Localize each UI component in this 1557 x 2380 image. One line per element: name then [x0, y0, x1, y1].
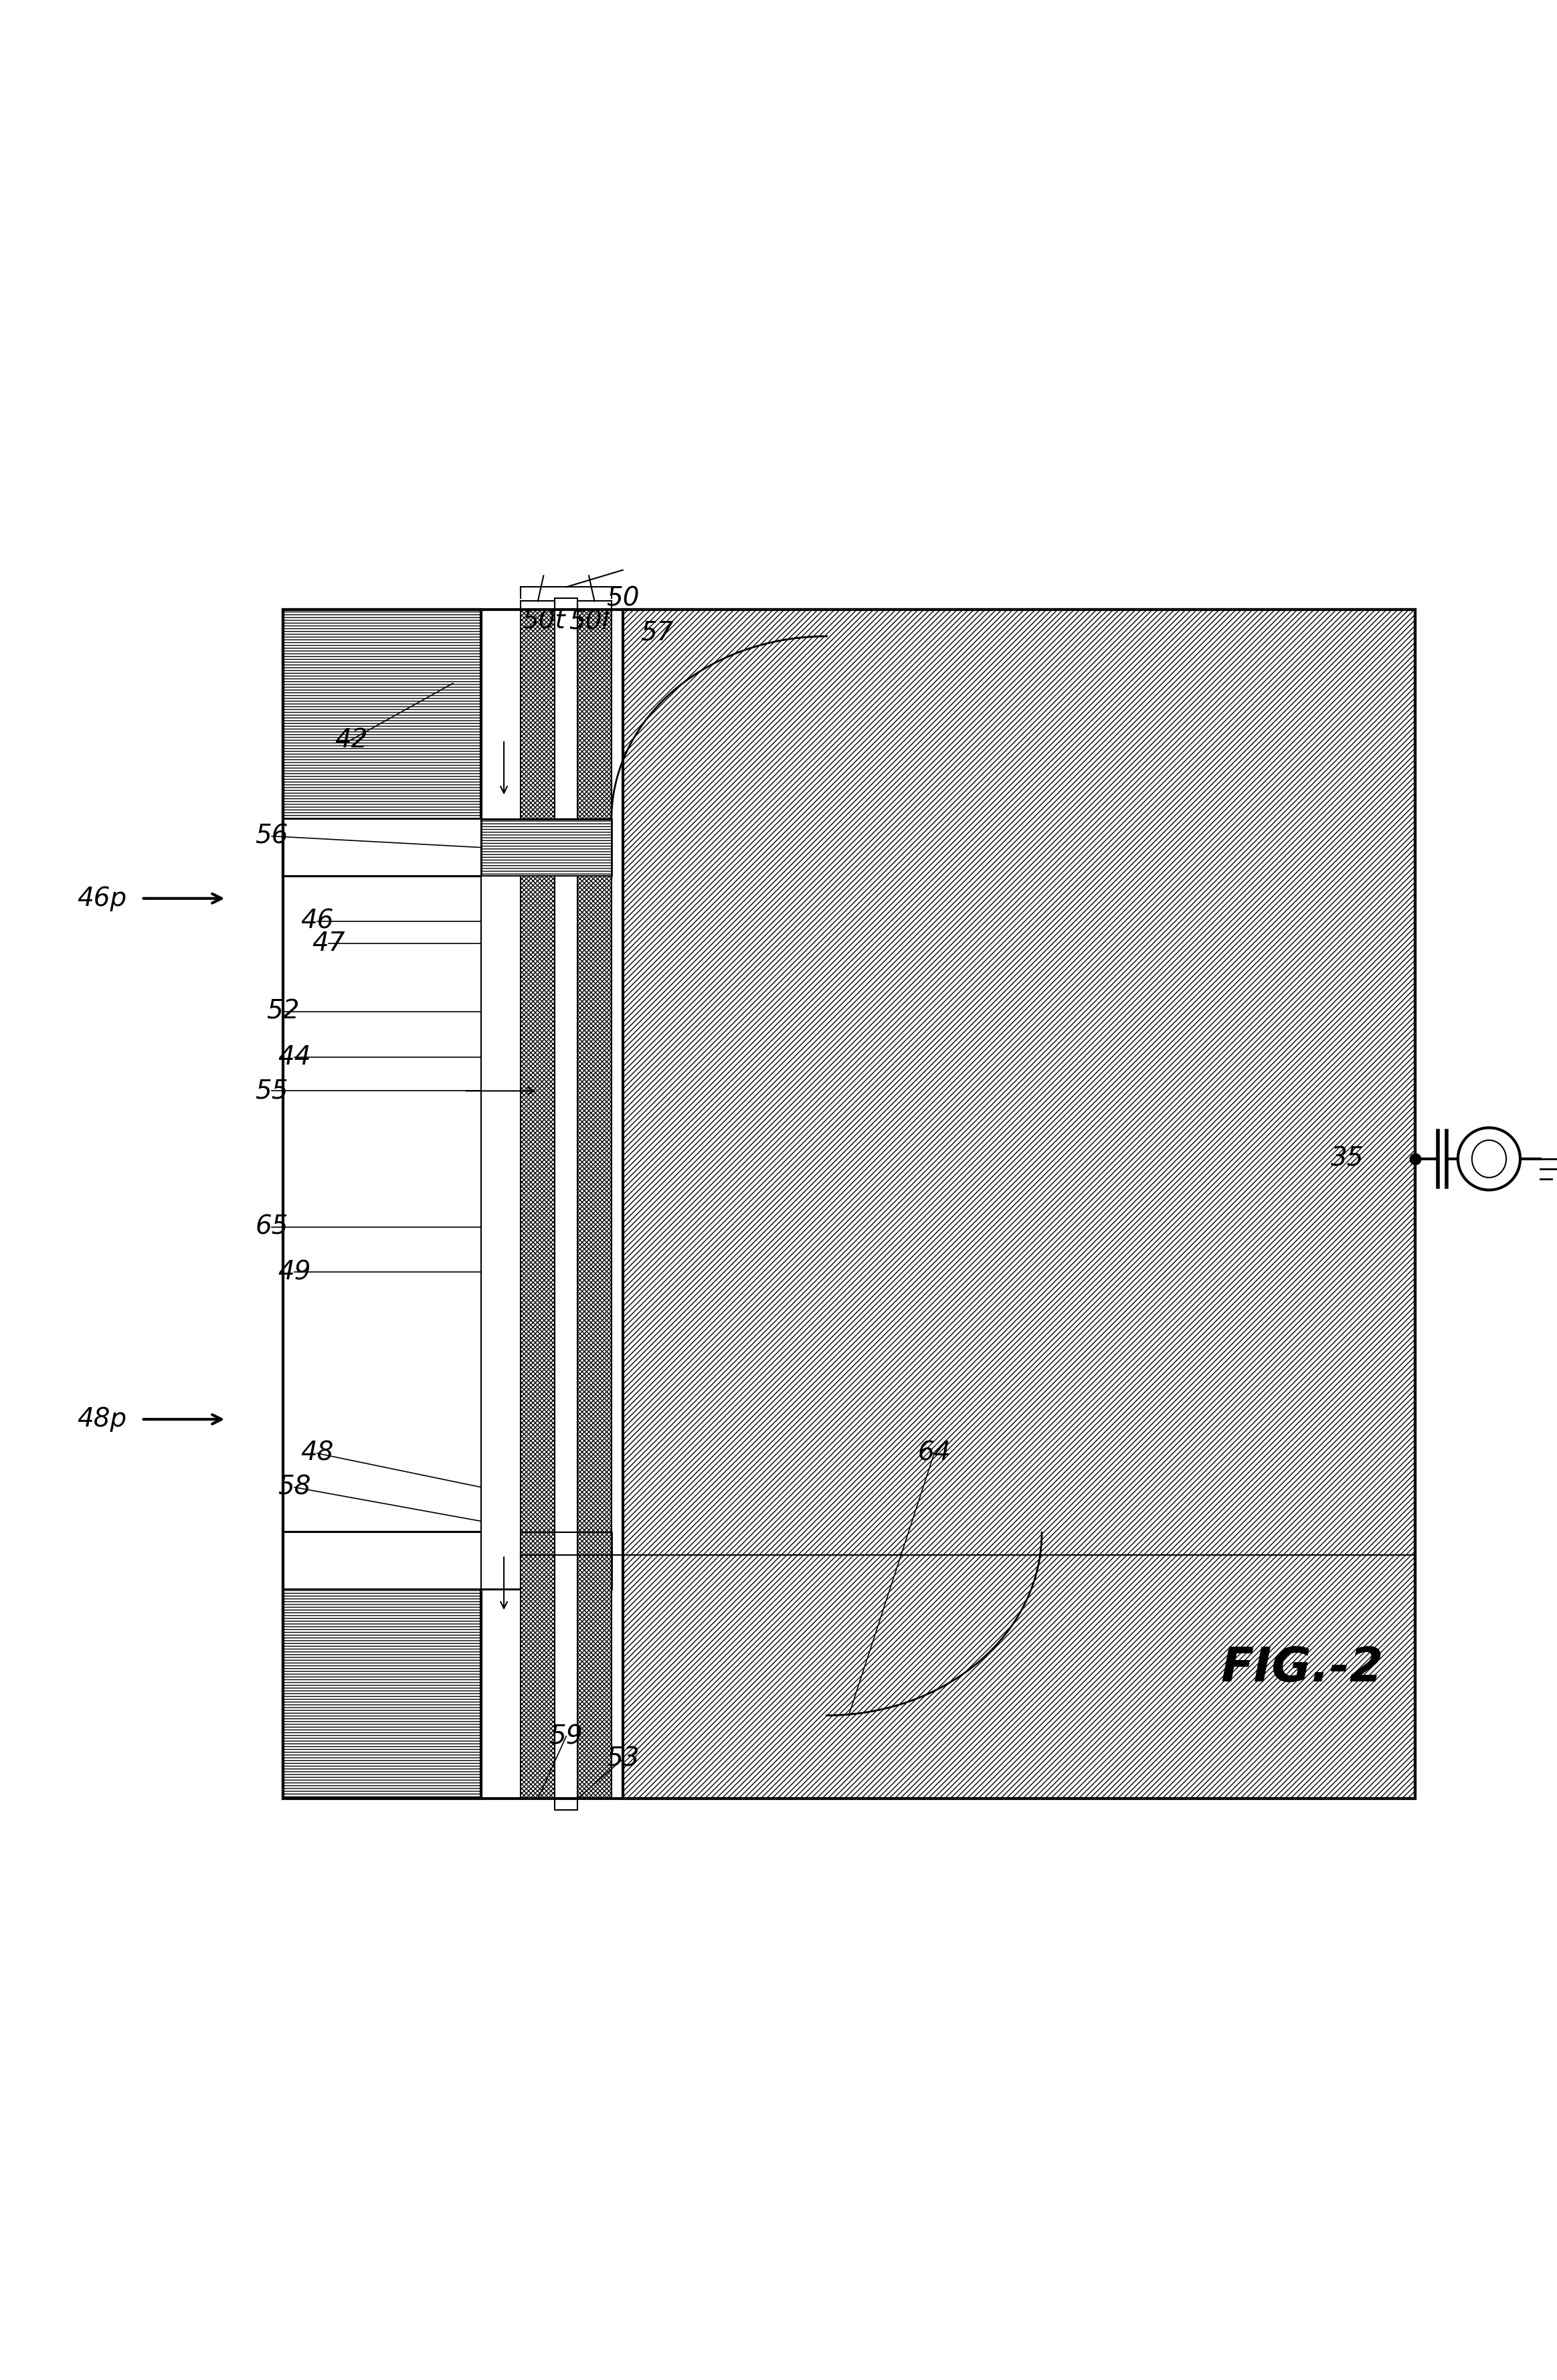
- Polygon shape: [522, 1533, 612, 1799]
- Polygon shape: [554, 1533, 578, 1809]
- Text: 57: 57: [640, 619, 673, 645]
- Text: 46p: 46p: [78, 885, 126, 912]
- Polygon shape: [481, 819, 612, 876]
- Text: 58: 58: [277, 1476, 311, 1499]
- Polygon shape: [578, 876, 612, 1590]
- Polygon shape: [554, 876, 578, 1590]
- Polygon shape: [481, 1533, 612, 1590]
- Text: 47: 47: [311, 931, 346, 957]
- Text: 50t: 50t: [522, 609, 565, 633]
- Text: 55: 55: [255, 1078, 288, 1104]
- Text: 65: 65: [255, 1214, 288, 1240]
- Polygon shape: [283, 609, 481, 876]
- Polygon shape: [554, 597, 578, 819]
- Text: FIG.-2: FIG.-2: [1221, 1645, 1384, 1692]
- Polygon shape: [283, 1533, 481, 1799]
- Text: 48p: 48p: [78, 1407, 126, 1433]
- Text: 64: 64: [917, 1440, 951, 1466]
- Polygon shape: [522, 876, 554, 1590]
- Text: 59: 59: [550, 1723, 582, 1749]
- Polygon shape: [283, 819, 481, 876]
- Bar: [283, 609, 1415, 1799]
- Text: 50l: 50l: [568, 609, 609, 633]
- Text: 46: 46: [301, 909, 333, 933]
- Text: 42: 42: [335, 728, 367, 752]
- Text: 48: 48: [301, 1440, 333, 1466]
- Text: 56: 56: [255, 823, 288, 850]
- Polygon shape: [283, 1533, 481, 1590]
- Polygon shape: [481, 876, 522, 1590]
- Text: 44: 44: [277, 1045, 311, 1069]
- Polygon shape: [623, 609, 1415, 1799]
- Text: 50: 50: [606, 585, 640, 612]
- Text: 49: 49: [277, 1259, 311, 1285]
- Text: 35: 35: [1331, 1147, 1364, 1171]
- Text: 52: 52: [266, 1000, 299, 1023]
- Text: 53: 53: [606, 1747, 640, 1771]
- Polygon shape: [522, 609, 612, 819]
